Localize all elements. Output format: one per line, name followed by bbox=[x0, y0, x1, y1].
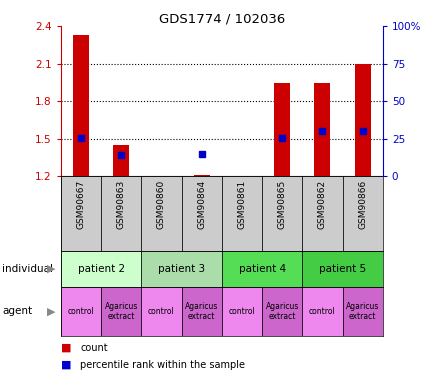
Bar bbox=[342, 287, 382, 336]
Bar bbox=[342, 176, 382, 251]
Text: ▶: ▶ bbox=[47, 306, 56, 316]
Bar bbox=[141, 287, 181, 336]
Bar bbox=[221, 176, 261, 251]
Bar bbox=[101, 287, 141, 336]
Bar bbox=[113, 145, 129, 176]
Text: GSM90861: GSM90861 bbox=[237, 180, 246, 229]
Text: GSM90865: GSM90865 bbox=[277, 180, 286, 229]
Text: ■: ■ bbox=[61, 343, 71, 353]
Text: control: control bbox=[68, 307, 94, 316]
Bar bbox=[73, 35, 89, 176]
Text: GSM90864: GSM90864 bbox=[197, 180, 206, 229]
Text: GSM90667: GSM90667 bbox=[76, 180, 85, 229]
Text: GSM90860: GSM90860 bbox=[157, 180, 166, 229]
Bar bbox=[273, 82, 289, 176]
Text: GSM90866: GSM90866 bbox=[357, 180, 366, 229]
Bar bbox=[61, 176, 101, 251]
Text: GSM90863: GSM90863 bbox=[116, 180, 125, 229]
Bar bbox=[181, 176, 221, 251]
Text: percentile rank within the sample: percentile rank within the sample bbox=[80, 360, 245, 369]
Bar bbox=[181, 287, 221, 336]
Bar bbox=[261, 176, 302, 251]
Text: Agaricus
extract: Agaricus extract bbox=[265, 302, 298, 321]
Text: count: count bbox=[80, 343, 108, 353]
Text: patient 4: patient 4 bbox=[238, 264, 285, 274]
Text: patient 3: patient 3 bbox=[158, 264, 205, 274]
Text: Agaricus
extract: Agaricus extract bbox=[184, 302, 218, 321]
Bar bbox=[302, 287, 342, 336]
Text: Agaricus
extract: Agaricus extract bbox=[104, 302, 138, 321]
Bar bbox=[221, 287, 261, 336]
Text: patient 2: patient 2 bbox=[77, 264, 125, 274]
Bar bbox=[221, 251, 302, 287]
Bar bbox=[314, 82, 330, 176]
Text: individual: individual bbox=[2, 264, 53, 274]
Text: Agaricus
extract: Agaricus extract bbox=[345, 302, 378, 321]
Bar bbox=[302, 176, 342, 251]
Bar bbox=[141, 251, 221, 287]
Bar bbox=[61, 287, 101, 336]
Bar bbox=[261, 287, 302, 336]
Text: ■: ■ bbox=[61, 360, 71, 369]
Text: agent: agent bbox=[2, 306, 32, 316]
Bar bbox=[302, 251, 382, 287]
Bar bbox=[61, 251, 141, 287]
Bar bbox=[141, 176, 181, 251]
Text: ▶: ▶ bbox=[47, 264, 56, 274]
Bar bbox=[193, 175, 209, 176]
Bar bbox=[354, 64, 370, 176]
Text: control: control bbox=[148, 307, 174, 316]
Text: patient 5: patient 5 bbox=[318, 264, 365, 274]
Bar bbox=[101, 176, 141, 251]
Text: control: control bbox=[309, 307, 335, 316]
Title: GDS1774 / 102036: GDS1774 / 102036 bbox=[158, 12, 284, 25]
Text: GSM90862: GSM90862 bbox=[317, 180, 326, 229]
Text: control: control bbox=[228, 307, 255, 316]
